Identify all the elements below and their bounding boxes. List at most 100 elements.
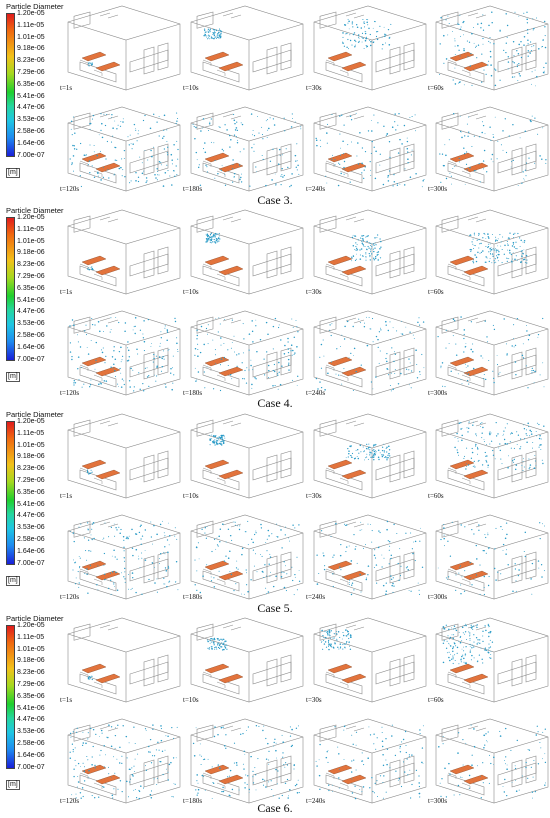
colorbar-legend: Particle Diameter 1.20e-05 1.11e-05 1.01e-0… [2, 206, 64, 386]
room-render [313, 514, 427, 600]
room-render [67, 718, 181, 804]
particle-cloud [437, 316, 545, 389]
room-outline [313, 617, 427, 703]
particle-cloud [209, 434, 226, 446]
room-render [313, 718, 427, 804]
particle-cloud [315, 724, 424, 800]
bed [95, 265, 121, 276]
legend-tick-label: 1.01e-05 [17, 33, 45, 41]
room-outline [67, 514, 181, 600]
bed-group [449, 356, 489, 377]
particle-cloud [342, 18, 392, 50]
bed [204, 459, 230, 470]
time-label: t=300s [428, 797, 448, 805]
bed-group [81, 356, 121, 377]
room-outline [313, 209, 427, 295]
room-outline [190, 209, 304, 295]
bed-group [449, 459, 489, 480]
bed [204, 356, 230, 367]
particle-cloud [87, 675, 93, 681]
bed [81, 255, 107, 266]
bed-group [327, 255, 367, 276]
bed [218, 774, 244, 785]
room-outline [190, 106, 304, 192]
bed [204, 255, 230, 266]
room-render [313, 310, 427, 396]
colorbar [6, 421, 15, 565]
room-outline [313, 514, 427, 600]
time-label: t=60s [428, 288, 444, 296]
snapshot-panel: t=120s [60, 513, 184, 601]
legend-unit: [m] [6, 372, 20, 382]
legend-tick-label: 6.35e-06 [17, 284, 45, 292]
bed [341, 469, 367, 480]
particle-cloud [439, 11, 547, 87]
time-label: t=120s [60, 185, 80, 193]
room-render [313, 413, 427, 499]
bed-group [327, 560, 367, 581]
bed [327, 560, 353, 571]
snapshot-panel: t=10s [183, 616, 307, 704]
bed [218, 162, 244, 173]
case-5-figure: Particle Diameter 1.20e-05 1.11e-05 1.01e-0… [0, 410, 550, 614]
legend-tick-label: 7.29e-06 [17, 477, 45, 484]
legend-tick-label: 2.58e-06 [17, 740, 45, 747]
case-caption: Case 4. [257, 396, 293, 410]
time-label: t=240s [306, 185, 326, 193]
room-outline [435, 617, 549, 703]
room-outline [435, 106, 549, 192]
room-render [190, 106, 304, 192]
time-label: t=60s [428, 696, 444, 704]
bed [81, 356, 107, 367]
bed-group [449, 51, 489, 72]
legend-tick-label: 1.64e-06 [17, 751, 45, 759]
room-outline [67, 209, 181, 295]
snapshot-panel: t=120s [60, 717, 184, 805]
snapshot-panel: t=10s [183, 4, 307, 92]
legend-tick-label: 4.47e-06 [17, 104, 45, 112]
snapshot-panel: t=180s [183, 717, 307, 805]
particle-cloud [86, 469, 93, 475]
room-render [435, 5, 549, 91]
bed-group [327, 356, 367, 377]
colorbar-legend: Particle Diameter 1.20e-05 1.11e-05 1.01e-0… [2, 410, 64, 590]
snapshot-panel: t=300s [428, 105, 550, 193]
bed [327, 152, 353, 163]
legend-tick-label: 2.58e-06 [17, 536, 45, 543]
time-label: t=300s [428, 185, 448, 193]
room-outline [313, 413, 427, 499]
snapshot-panel: t=1s [60, 208, 184, 296]
time-label: t=120s [60, 389, 80, 397]
particle-cloud [320, 629, 352, 651]
bed-group [81, 663, 121, 684]
bed-group [81, 764, 121, 785]
particle-cloud [203, 28, 222, 40]
snapshot-panel: t=120s [60, 309, 184, 397]
bed-group [81, 255, 121, 276]
bed [95, 366, 121, 377]
room-render [313, 209, 427, 295]
particle-cloud [194, 520, 301, 596]
bed [341, 774, 367, 785]
time-label: t=60s [428, 492, 444, 500]
bed [449, 255, 475, 266]
room-render [435, 617, 549, 703]
bed [218, 570, 244, 581]
particle-cloud [69, 112, 179, 188]
legend-tick-label: 9.18e-06 [17, 453, 45, 461]
bed [327, 459, 353, 470]
legend-tick-label: 3.53e-06 [17, 524, 45, 532]
legend-tick-label: 8.23e-06 [17, 261, 45, 269]
bed-group [81, 51, 121, 72]
room-render [435, 718, 549, 804]
legend-unit: [m] [6, 168, 20, 178]
bed [204, 663, 230, 674]
bed-group [327, 459, 367, 480]
particle-cloud [316, 520, 424, 596]
legend-tick-label: 2.58e-06 [17, 332, 45, 339]
particle-cloud [438, 724, 547, 799]
time-label: t=10s [183, 696, 199, 704]
particle-cloud [439, 112, 547, 186]
legend-title: Particle Diameter [6, 614, 64, 623]
